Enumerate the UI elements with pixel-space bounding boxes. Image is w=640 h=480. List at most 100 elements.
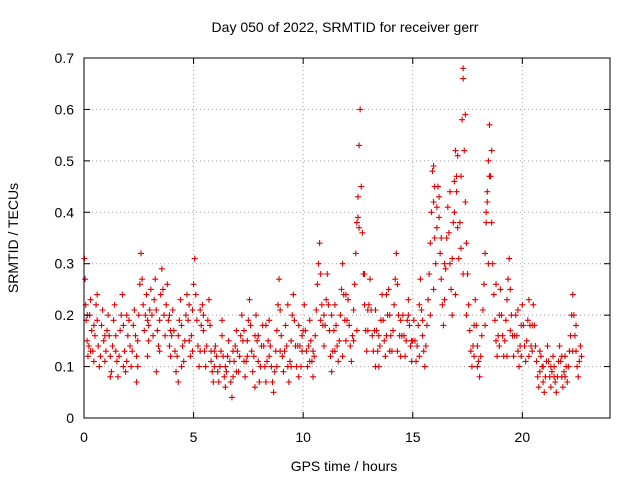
y-tick-label: 0.2 [55,307,75,323]
data-point [380,317,387,324]
data-point [444,204,451,211]
data-point [445,229,452,236]
data-point [427,312,434,319]
data-point [147,286,154,293]
data-point [334,343,341,349]
data-point [154,327,161,334]
data-point [344,317,350,324]
data-point [133,379,140,385]
data-point [200,312,207,319]
data-point [268,363,275,370]
data-point [354,193,361,200]
data-point [460,271,467,277]
data-point [240,327,247,334]
data-point [120,322,127,329]
data-point [502,317,509,324]
data-point [231,358,238,365]
data-point [201,348,208,355]
data-point [441,296,448,303]
data-point [277,348,284,355]
data-point [533,358,540,365]
data-point [144,317,151,324]
data-point [189,348,196,355]
data-point [307,337,314,344]
x-axis-label: GPS time / hours [291,458,398,474]
data-point [152,276,159,283]
data-point [232,343,239,349]
data-point [351,281,358,288]
data-point [299,332,306,339]
data-point [460,75,467,82]
data-point [503,353,510,360]
data-point [513,332,520,339]
data-point [297,363,304,370]
data-point [221,373,228,380]
data-point [440,322,447,329]
data-point [349,332,356,339]
data-point [194,343,201,349]
data-point [452,291,459,298]
data-point [142,312,149,319]
x-tick-label: 5 [190,429,198,445]
data-point [365,301,372,308]
data-point [123,312,130,319]
data-point [233,368,240,375]
data-point [439,301,446,308]
data-point [408,337,415,344]
data-point [570,312,577,319]
data-point [391,301,398,308]
data-point [325,301,332,308]
data-point [400,332,407,339]
data-point [330,327,337,334]
data-point [559,384,566,391]
data-point [478,332,485,339]
data-point [173,368,180,375]
data-point [248,348,255,355]
data-point [430,163,437,169]
data-point [443,235,450,241]
data-point [211,348,218,355]
data-point [494,353,501,360]
data-point [199,301,206,308]
data-point [501,337,508,344]
data-point [394,348,401,355]
data-point [162,332,169,339]
data-point [328,312,335,319]
data-point [117,327,124,334]
data-point [522,358,529,365]
data-point [431,235,438,241]
data-point [279,353,286,360]
data-point [521,343,528,349]
data-point [313,307,320,313]
data-point [182,312,189,319]
data-point [512,312,519,319]
data-point [486,121,493,128]
data-point [317,271,324,277]
plot-frame [83,57,611,419]
data-point [216,363,223,370]
data-point [133,353,140,360]
data-point [84,337,91,344]
data-point [548,368,555,375]
data-point [429,168,436,175]
data-point [230,348,237,355]
data-point [116,353,123,360]
data-point [178,322,185,329]
data-point [110,317,117,324]
data-point [447,260,454,267]
data-point [468,363,475,370]
data-point [265,337,272,344]
data-point [540,379,547,385]
data-point [463,312,470,319]
data-point [433,204,440,211]
data-point [301,301,308,308]
data-point [436,193,443,200]
data-point [124,332,131,339]
data-point [316,240,323,247]
data-point [95,343,102,349]
data-point [324,271,331,277]
data-point [414,343,421,349]
data-point [87,296,94,303]
data-point [145,337,152,344]
data-point [112,332,119,339]
